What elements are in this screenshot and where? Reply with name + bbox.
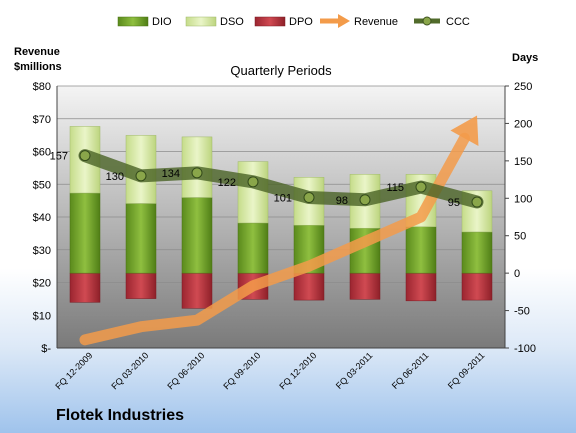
ccc-data-label: 115 [386, 182, 404, 194]
ccc-data-label: 98 [336, 195, 348, 207]
x-tick-label: FQ 09-2011 [446, 350, 487, 391]
bar-dso [237, 161, 269, 224]
left-tick-label: $20 [33, 278, 51, 290]
ccc-point [191, 167, 203, 179]
legend-item-revenue: Revenue [320, 14, 398, 28]
bar-dio [405, 226, 437, 274]
right-tick-label: -50 [514, 306, 530, 318]
ccc-point [247, 176, 259, 188]
bar-dpo [293, 272, 325, 301]
legend-item-dio: DIO [117, 16, 172, 28]
right-tick-label: 50 [514, 231, 526, 243]
x-tick-label: FQ 06-2011 [390, 350, 431, 391]
ccc-data-label: 95 [448, 197, 460, 209]
right-tick-label: 150 [514, 156, 532, 168]
company-name: Flotek Industries [56, 407, 184, 424]
ccc-data-label: 101 [274, 193, 292, 205]
ccc-data-label: 122 [218, 177, 236, 189]
right-tick-label: 200 [514, 118, 532, 130]
x-tick-label: FQ 03-2011 [334, 350, 375, 391]
left-tick-label: $40 [33, 212, 51, 224]
legend-label-revenue: Revenue [354, 16, 398, 28]
right-tick-label: 100 [514, 193, 532, 205]
bar-dio [69, 192, 101, 274]
left-tick-label: $- [41, 343, 51, 355]
left-axis-title-line1: Revenue [14, 46, 60, 58]
ccc-point [471, 196, 483, 208]
left-tick-label: $50 [33, 179, 51, 191]
legend-label-dio: DIO [152, 16, 172, 28]
left-tick-label: $30 [33, 245, 51, 257]
right-tick-label: -100 [514, 343, 536, 355]
left-tick-label: $10 [33, 310, 51, 322]
ccc-point [79, 150, 91, 162]
ccc-point [135, 170, 147, 182]
ccc-data-label: 157 [50, 151, 68, 163]
legend-label-dso: DSO [220, 16, 244, 28]
left-tick-label: $70 [33, 114, 51, 126]
bar-dio [461, 231, 493, 274]
legend-item-dso: DSO [185, 16, 244, 28]
legend-label-dpo: DPO [289, 16, 313, 28]
bar-dpo [405, 272, 437, 302]
left-tick-label: $60 [33, 147, 51, 159]
bar-dio [125, 203, 157, 274]
lines [78, 115, 484, 346]
bar-dpo [69, 272, 101, 303]
legend-label-ccc: CCC [446, 16, 470, 28]
bar-dpo [181, 272, 213, 309]
left-tick-label: $80 [33, 81, 51, 93]
bar-dpo [461, 272, 493, 301]
x-tick-label: FQ 12-2009 [53, 350, 94, 391]
revenue-line [79, 132, 470, 346]
x-tick-label: FQ 09-2010 [221, 350, 262, 391]
right-tick-label: 250 [514, 81, 532, 93]
left-axis-title-line2: $millions [14, 61, 62, 73]
x-tick-label: FQ 12-2010 [277, 350, 318, 391]
bar-dpo [349, 272, 381, 300]
ccc-data-label: 134 [162, 168, 180, 180]
legend-item-ccc: CCC [414, 16, 470, 28]
x-tick-label: FQ 03-2010 [109, 350, 150, 391]
ccc-point [359, 194, 371, 206]
bar-dio [237, 222, 269, 274]
right-tick-label: 0 [514, 268, 520, 280]
ccc-line [78, 149, 484, 209]
right-axis-title: Days [512, 52, 538, 64]
ccc-point [415, 181, 427, 193]
x-tick-label: FQ 06-2010 [165, 350, 206, 391]
legend: DIO DSO DPO Revenue CCC [117, 14, 470, 28]
bar-dio [181, 197, 213, 274]
legend-item-dpo: DPO [254, 16, 313, 28]
bar-dpo [125, 272, 157, 299]
chart-title: Quarterly Periods [230, 63, 332, 78]
ccc-point [303, 192, 315, 204]
data-labels: 157 130 134 122 101 98 115 95 [50, 151, 460, 209]
revenue-arrowhead [450, 115, 479, 146]
ccc-data-label: 130 [106, 171, 124, 183]
